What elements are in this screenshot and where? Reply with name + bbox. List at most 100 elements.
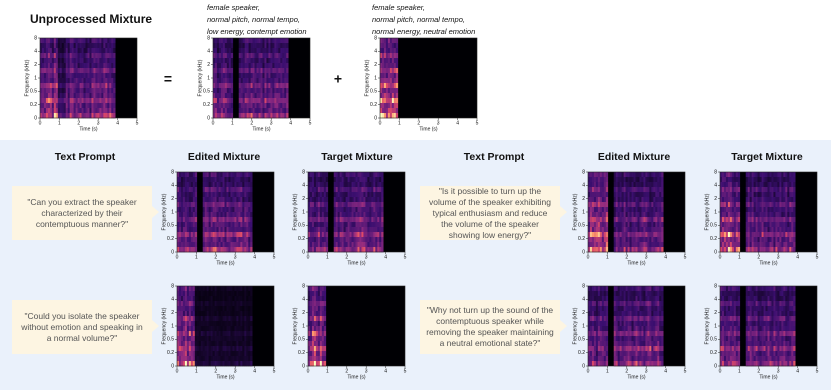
spectrogram-cell xyxy=(245,113,247,118)
spectrogram-cell xyxy=(724,182,726,187)
spectrogram-cell xyxy=(231,63,233,68)
spectrogram-cell xyxy=(257,108,259,113)
spectrogram-cell xyxy=(72,58,74,63)
spectrogram-cell xyxy=(356,232,358,237)
spectrogram-cell xyxy=(203,336,205,341)
spectrogram-cell xyxy=(52,38,54,43)
spectrogram-cell xyxy=(324,341,326,346)
spectrogram-cell xyxy=(68,83,70,88)
spectrogram-cell xyxy=(357,247,359,252)
spectrogram-cell xyxy=(217,351,219,356)
spectrogram-cell xyxy=(375,182,377,187)
spectrogram-cell xyxy=(390,98,392,103)
spectrogram-cell xyxy=(50,83,52,88)
spectrogram-cell xyxy=(203,232,205,237)
spectrogram-cell xyxy=(286,93,288,98)
spectrogram-cell xyxy=(310,326,312,331)
spectrogram-cell xyxy=(261,43,263,48)
spectrogram-cell xyxy=(213,78,215,83)
spectrogram-cell xyxy=(228,202,230,207)
spectrogram-cell xyxy=(62,108,64,113)
spectrogram-cell xyxy=(247,43,249,48)
spectrogram-cell xyxy=(338,182,340,187)
spectrogram-cell xyxy=(193,212,195,217)
spectrogram-cell xyxy=(211,341,213,346)
spectrogram-cell xyxy=(103,103,105,108)
spectrogram-cell xyxy=(394,63,396,68)
spectrogram-cell xyxy=(622,341,624,346)
spectrogram-cell xyxy=(732,202,734,207)
spectrogram-cell xyxy=(185,227,187,232)
spectrogram-cell xyxy=(363,202,365,207)
spectrogram-cell xyxy=(207,316,209,321)
spectrogram-cell xyxy=(386,38,388,43)
spectrogram-cell xyxy=(308,212,310,217)
spectrogram-cell xyxy=(602,356,604,361)
spectrogram-cell xyxy=(199,361,201,366)
spectrogram-cell xyxy=(732,232,734,237)
spectrogram-cell xyxy=(203,321,205,326)
spectrogram-cell xyxy=(322,321,324,326)
spectrogram-cell xyxy=(232,311,234,316)
spectrogram-cell xyxy=(187,336,189,341)
spectrogram-cell xyxy=(268,58,270,63)
spectrogram-cell xyxy=(84,83,86,88)
spectrogram-cell xyxy=(242,232,244,237)
spectrogram-cell xyxy=(243,83,245,88)
spectrogram-cell xyxy=(754,202,756,207)
spectrogram-cell xyxy=(64,98,66,103)
spectrogram-cell xyxy=(226,172,228,177)
spectrogram-cell xyxy=(392,73,394,78)
spectrogram-cell xyxy=(312,356,314,361)
spectrogram-cell xyxy=(181,356,183,361)
spectrogram-cell xyxy=(113,68,115,73)
spectrogram-cell xyxy=(384,73,386,78)
spectrogram-cell xyxy=(241,113,243,118)
spectrogram-cell xyxy=(207,192,209,197)
spectrogram-cell xyxy=(247,113,249,118)
spectrogram-cell xyxy=(618,296,620,301)
spectrogram-cell xyxy=(310,177,312,182)
spectrogram-cell xyxy=(238,172,240,177)
spectrogram-cell xyxy=(262,88,264,93)
spectrogram-cell xyxy=(181,316,183,321)
spectrogram-cell xyxy=(620,296,622,301)
spectrogram-cell xyxy=(213,217,215,222)
spectrogram-cell xyxy=(60,113,62,118)
spectrogram-cell xyxy=(598,192,600,197)
spectrogram-cell xyxy=(618,311,620,316)
x-tick-label: 0 xyxy=(176,254,179,260)
spectrogram-cell xyxy=(64,78,66,83)
spectrogram-cell xyxy=(91,63,93,68)
spectrogram-cell xyxy=(189,311,191,316)
spectrogram-cell xyxy=(359,187,361,192)
spectrogram-cell xyxy=(639,336,641,341)
spectrogram-cell xyxy=(357,227,359,232)
spectrogram-cell xyxy=(270,63,272,68)
spectrogram-cell xyxy=(93,93,95,98)
spectrogram-cell xyxy=(278,63,280,68)
spectrogram-cell xyxy=(187,197,189,202)
spectrogram-cell xyxy=(185,331,187,336)
spectrogram-cell xyxy=(768,197,770,202)
spectrogram-cell xyxy=(380,88,382,93)
spectrogram-cell xyxy=(64,88,66,93)
spectrogram-cell xyxy=(722,242,724,247)
x-axis-label: Time (s) xyxy=(347,374,365,380)
spectrogram-cell xyxy=(270,88,272,93)
spectrogram-cell xyxy=(199,351,201,356)
spectrogram-cell xyxy=(320,326,322,331)
spectrogram-cell xyxy=(257,73,259,78)
spectrogram-cell xyxy=(777,247,779,252)
spectrogram-cell xyxy=(240,242,242,247)
spectrogram-cell xyxy=(381,232,383,237)
y-axis-label: Frequency (kHz) xyxy=(292,307,298,344)
spectrogram-cell xyxy=(255,38,257,43)
spectrogram-cell xyxy=(62,38,64,43)
spectrogram-cell xyxy=(209,311,211,316)
spectrogram-cell xyxy=(248,361,250,366)
spectrogram-cell xyxy=(243,78,245,83)
spectrogram-cell xyxy=(276,48,278,53)
spectrogram-cell xyxy=(350,217,352,222)
spectrogram-cell xyxy=(724,187,726,192)
